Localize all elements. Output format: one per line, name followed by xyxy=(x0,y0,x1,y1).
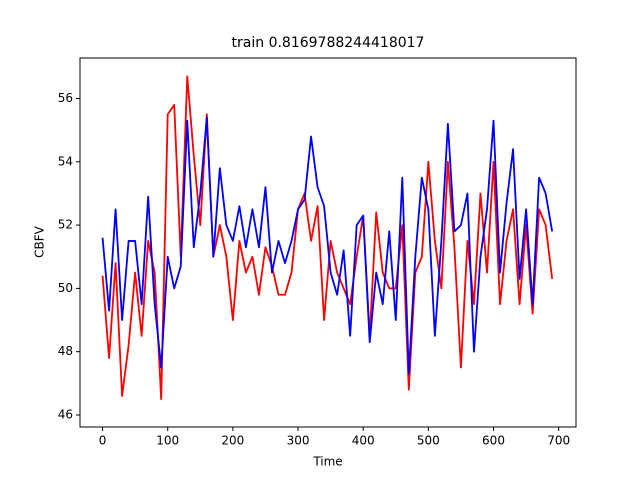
x-tick-label: 700 xyxy=(547,434,570,448)
chart-title: train 0.8169788244418017 xyxy=(232,35,425,51)
y-tick-label: 46 xyxy=(58,407,73,421)
line-series xyxy=(101,75,554,401)
x-tick-label: 0 xyxy=(99,434,107,448)
x-tick-label: 200 xyxy=(221,434,244,448)
x-tick-label: 600 xyxy=(482,434,505,448)
x-tick-label: 100 xyxy=(156,434,179,448)
x-tick-label: 500 xyxy=(417,434,440,448)
y-axis-label: CBFV xyxy=(33,225,47,258)
line-series xyxy=(101,116,554,375)
y-tick-label: 54 xyxy=(58,154,73,168)
y-tick-label: 48 xyxy=(58,344,73,358)
x-tick-label: 400 xyxy=(352,434,375,448)
y-tick-label: 52 xyxy=(58,218,73,232)
x-axis-label: Time xyxy=(312,455,342,469)
y-tick-label: 56 xyxy=(58,91,73,105)
y-tick-label: 50 xyxy=(58,281,73,295)
plot-frame xyxy=(79,57,577,428)
x-tick-label: 300 xyxy=(287,434,310,448)
